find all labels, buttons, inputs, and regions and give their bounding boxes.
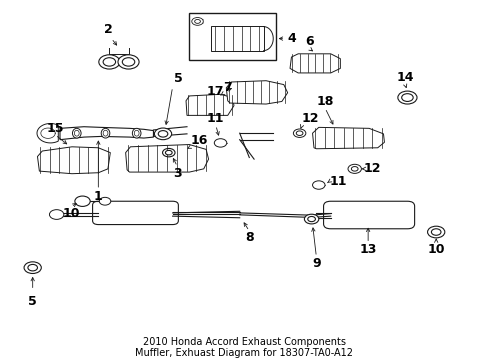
Ellipse shape xyxy=(99,55,120,69)
FancyBboxPatch shape xyxy=(323,201,414,229)
Ellipse shape xyxy=(427,226,444,238)
Text: 11: 11 xyxy=(206,112,224,125)
Text: 11: 11 xyxy=(329,175,346,188)
Ellipse shape xyxy=(397,91,416,104)
Polygon shape xyxy=(38,147,110,174)
Text: 6: 6 xyxy=(304,35,313,48)
Ellipse shape xyxy=(154,128,171,140)
Ellipse shape xyxy=(158,131,167,137)
Text: 10: 10 xyxy=(62,207,80,220)
Ellipse shape xyxy=(293,129,305,138)
Text: 3: 3 xyxy=(173,167,182,180)
Ellipse shape xyxy=(118,55,139,69)
Ellipse shape xyxy=(307,216,315,222)
Text: 8: 8 xyxy=(244,231,253,244)
Text: 16: 16 xyxy=(190,134,208,147)
Polygon shape xyxy=(125,145,208,172)
Ellipse shape xyxy=(103,58,115,66)
Text: 9: 9 xyxy=(311,257,320,270)
Ellipse shape xyxy=(304,214,318,224)
Polygon shape xyxy=(210,26,263,51)
Polygon shape xyxy=(37,123,58,143)
Text: 4: 4 xyxy=(287,32,296,45)
Ellipse shape xyxy=(165,150,172,155)
Ellipse shape xyxy=(75,196,90,206)
Ellipse shape xyxy=(101,128,110,138)
Polygon shape xyxy=(185,94,233,115)
Ellipse shape xyxy=(430,229,440,235)
Polygon shape xyxy=(60,127,153,140)
Text: 5: 5 xyxy=(28,295,37,308)
Ellipse shape xyxy=(99,197,111,205)
Ellipse shape xyxy=(122,58,135,66)
Ellipse shape xyxy=(49,210,64,219)
Text: 12: 12 xyxy=(363,162,380,175)
Ellipse shape xyxy=(347,164,361,174)
Text: 15: 15 xyxy=(46,122,64,135)
Ellipse shape xyxy=(72,128,81,138)
FancyBboxPatch shape xyxy=(92,201,178,225)
Text: 14: 14 xyxy=(395,71,413,84)
Text: 17: 17 xyxy=(206,85,224,98)
Ellipse shape xyxy=(162,148,175,157)
Ellipse shape xyxy=(312,181,325,189)
Ellipse shape xyxy=(134,130,139,136)
Text: 5: 5 xyxy=(174,72,183,85)
Text: 7: 7 xyxy=(223,81,231,94)
Text: 2: 2 xyxy=(103,23,112,36)
Text: 13: 13 xyxy=(359,243,376,256)
Text: 2010 Honda Accord Exhaust Components
Muffler, Exhuast Diagram for 18307-TA0-A12: 2010 Honda Accord Exhaust Components Muf… xyxy=(135,337,353,358)
Polygon shape xyxy=(312,127,384,149)
Text: 10: 10 xyxy=(427,243,444,256)
Bar xyxy=(189,13,275,60)
Ellipse shape xyxy=(401,94,412,102)
Ellipse shape xyxy=(191,18,203,25)
Polygon shape xyxy=(289,54,340,73)
Ellipse shape xyxy=(351,167,357,171)
Ellipse shape xyxy=(28,264,38,271)
Ellipse shape xyxy=(103,130,108,136)
Ellipse shape xyxy=(132,128,141,138)
Ellipse shape xyxy=(296,131,303,135)
Polygon shape xyxy=(226,81,287,104)
Ellipse shape xyxy=(214,139,226,147)
Ellipse shape xyxy=(74,130,79,136)
Ellipse shape xyxy=(24,262,41,274)
Text: 12: 12 xyxy=(302,112,319,125)
Text: 18: 18 xyxy=(316,95,333,108)
Ellipse shape xyxy=(194,19,200,23)
Text: 1: 1 xyxy=(94,190,102,203)
